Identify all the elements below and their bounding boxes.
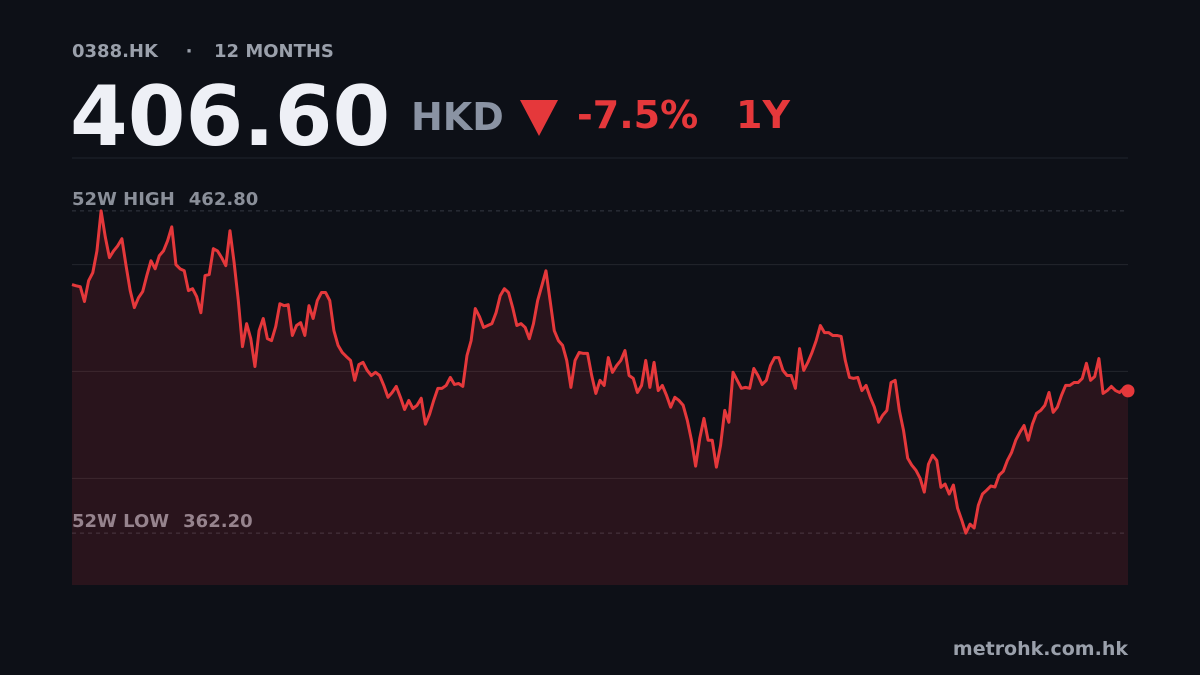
currency: HKD [411, 95, 504, 139]
reference-value: 362.20 [183, 511, 252, 532]
price-line [71, 209, 1129, 535]
range: 1Y [736, 93, 790, 137]
reference-label: 52W LOW [72, 511, 169, 532]
down-arrow [520, 100, 558, 136]
period: 12 MONTHS [214, 41, 334, 62]
area [72, 210, 1128, 585]
price: 406.60 [70, 68, 390, 165]
separator: · [186, 41, 193, 62]
source: metrohk.com.hk [953, 638, 1128, 660]
change: -7.5% [577, 93, 698, 137]
ticker: 0388.HK [72, 41, 159, 62]
reference-value: 462.80 [189, 189, 258, 210]
reference-label: 52W HIGH [72, 189, 175, 210]
last-point [1121, 384, 1135, 398]
